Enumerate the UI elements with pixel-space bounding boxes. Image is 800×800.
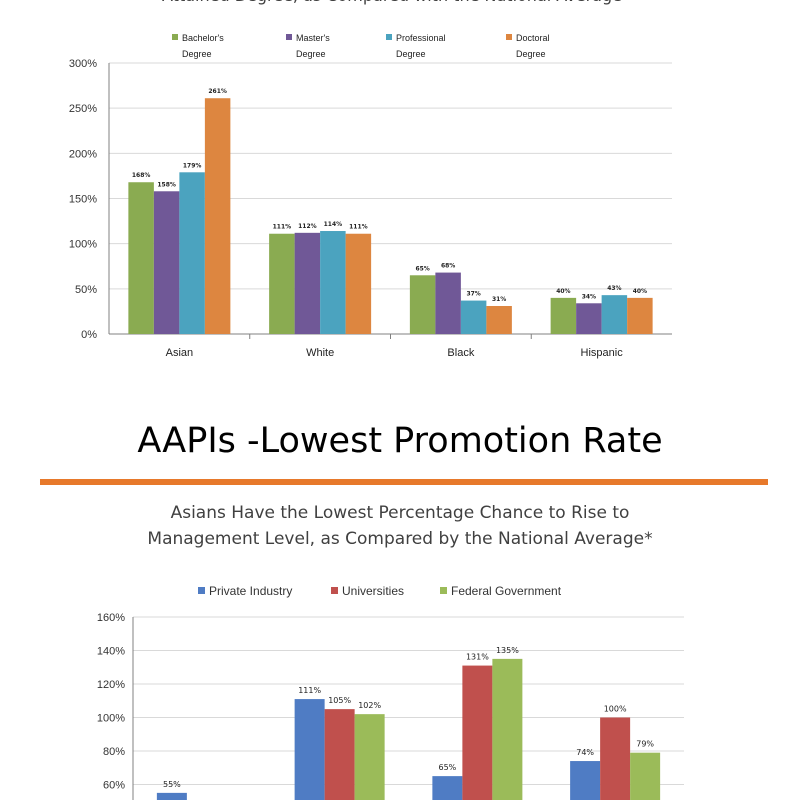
data-label: 114% xyxy=(324,221,343,228)
category-label: Black xyxy=(447,347,474,359)
bar-group2-federal-government xyxy=(354,714,385,800)
slide-heading: AAPIs -Lowest Promotion Rate xyxy=(137,421,663,461)
bar-group2-private-industry xyxy=(294,699,325,800)
y-tick-label: 200% xyxy=(69,148,97,160)
legend-swatch-federal-government xyxy=(440,587,447,594)
y-tick-label: 100% xyxy=(69,239,97,251)
legend-label-universities: Universities xyxy=(342,584,404,598)
legend-label-line1: Doctoral xyxy=(516,33,550,43)
data-label: 65% xyxy=(438,763,456,772)
data-label: 111% xyxy=(298,686,321,695)
data-label: 112% xyxy=(298,223,317,230)
category-label: Asian xyxy=(166,347,194,359)
legend-swatch-professional-degree xyxy=(386,34,392,40)
bar-black-bachelor-s-degree xyxy=(409,275,436,334)
top-chart-title: Attained Degree, as Compared with the Na… xyxy=(0,0,800,10)
y-tick-label: 80% xyxy=(103,746,125,758)
bar-group3-private-industry xyxy=(432,776,463,800)
data-label: 100% xyxy=(604,705,627,714)
legend-label-federal-government: Federal Government xyxy=(451,584,562,598)
data-label: 40% xyxy=(556,288,570,295)
y-tick-label: 120% xyxy=(97,679,125,691)
data-label: 105% xyxy=(328,696,351,705)
bar-black-doctoral-degree xyxy=(486,305,512,334)
category-label: Hispanic xyxy=(581,347,624,359)
legend-label-line1: Master's xyxy=(296,33,330,43)
bar-hispanic-doctoral-degree xyxy=(627,297,653,334)
bar-hispanic-master-s-degree xyxy=(576,303,602,334)
promotion-chart-title: Asians Have the Lowest Percentage Chance… xyxy=(0,500,800,552)
legend-swatch-master-s-degree xyxy=(286,34,292,40)
promotion-chart-title-line2: Management Level, as Compared by the Nat… xyxy=(147,529,653,549)
data-label: 111% xyxy=(349,224,368,231)
degree-chart: 0% 50% 100% 150% 200% 250% 300% 168% 158% 179% 261… xyxy=(69,33,672,359)
legend-swatch-universities xyxy=(331,587,338,594)
y-tick-label: 150% xyxy=(69,194,97,206)
data-label: 37% xyxy=(466,291,480,298)
y-tick-label: 160% xyxy=(97,612,125,624)
legend-label-line2: Degree xyxy=(516,49,546,59)
bar-white-professional-degree xyxy=(320,231,346,334)
bar-hispanic-professional-degree xyxy=(601,295,628,334)
data-label: 43% xyxy=(607,285,621,292)
data-label: 179% xyxy=(183,162,202,169)
data-label: 55% xyxy=(163,780,181,789)
y-tick-label: 100% xyxy=(97,713,125,725)
bar-asian-master-s-degree xyxy=(153,191,180,334)
data-label: 168% xyxy=(132,172,151,179)
bar-group4-universities xyxy=(600,717,631,800)
data-label: 74% xyxy=(576,748,594,757)
data-label: 102% xyxy=(358,701,381,710)
data-label: 40% xyxy=(633,288,647,295)
bar-asian-professional-degree xyxy=(179,172,205,334)
legend-label-line2: Degree xyxy=(396,49,426,59)
bar-white-doctoral-degree xyxy=(345,233,372,334)
legend-label-line1: Bachelor's xyxy=(182,33,224,43)
data-label: 158% xyxy=(157,181,176,188)
data-label: 131% xyxy=(466,653,489,662)
bar-white-master-s-degree xyxy=(294,232,321,334)
bar-group4-private-industry xyxy=(570,761,601,800)
category-label: White xyxy=(306,347,334,359)
bar-group1-private-industry xyxy=(156,792,187,800)
bar-group4-federal-government xyxy=(630,752,661,800)
bar-black-professional-degree xyxy=(460,300,487,334)
y-tick-label: 50% xyxy=(75,284,97,296)
data-label: 34% xyxy=(582,293,596,300)
data-label: 65% xyxy=(415,265,429,272)
data-label: 261% xyxy=(208,88,227,95)
bar-hispanic-bachelor-s-degree xyxy=(550,297,577,334)
data-label: 31% xyxy=(492,296,506,303)
y-tick-label: 140% xyxy=(97,646,125,658)
legend-swatch-private-industry xyxy=(198,587,205,594)
bar-black-master-s-degree xyxy=(435,272,461,334)
data-label: 135% xyxy=(496,646,519,655)
promotion-chart-title-line1: Asians Have the Lowest Percentage Chance… xyxy=(170,503,630,523)
legend-label-private-industry: Private Industry xyxy=(209,584,292,598)
y-tick-label: 60% xyxy=(103,780,125,792)
data-label: 111% xyxy=(273,224,292,231)
bar-asian-bachelor-s-degree xyxy=(128,182,154,334)
promotion-chart: 60%80%100%120%140%160%55%41%111%105%102%… xyxy=(97,584,684,800)
bar-group3-federal-government xyxy=(492,658,523,800)
bar-white-bachelor-s-degree xyxy=(269,233,295,334)
legend-label-line1: Professional xyxy=(396,33,446,43)
legend-label-line2: Degree xyxy=(296,49,326,59)
bar-asian-doctoral-degree xyxy=(204,98,231,334)
bar-group2-universities xyxy=(324,709,355,800)
legend-swatch-doctoral-degree xyxy=(506,34,512,40)
data-label: 79% xyxy=(636,740,654,749)
legend-label-line2: Degree xyxy=(182,49,212,59)
bar-group3-universities xyxy=(462,665,493,800)
data-label: 68% xyxy=(441,263,455,270)
legend-swatch-bachelor-s-degree xyxy=(172,34,178,40)
y-tick-label: 300% xyxy=(69,58,97,70)
orange-divider xyxy=(40,479,768,485)
y-tick-label: 250% xyxy=(69,103,97,115)
y-tick-label: 0% xyxy=(81,329,97,341)
